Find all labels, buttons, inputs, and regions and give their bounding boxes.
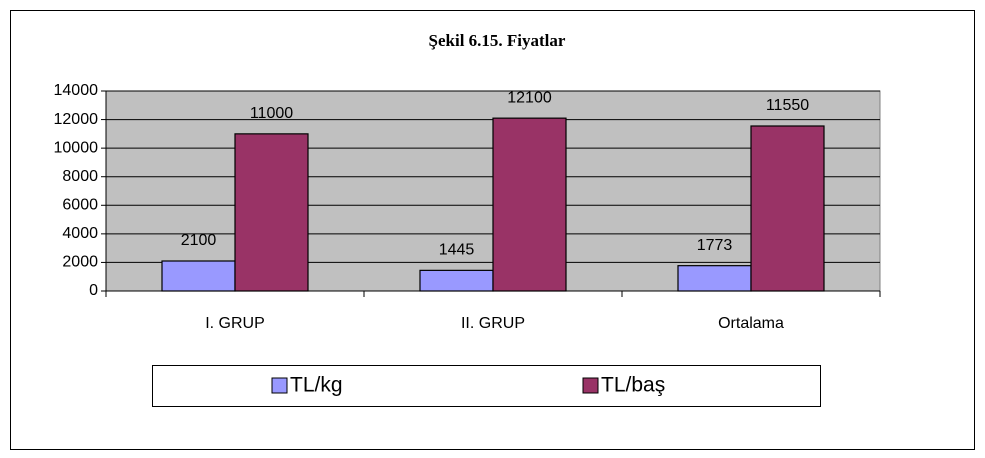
y-tick-label: 12000 — [54, 111, 99, 128]
y-tick-label: 4000 — [62, 225, 98, 242]
legend-box — [152, 365, 821, 407]
x-tick-label: II. GRUP — [461, 315, 525, 332]
data-label: 1773 — [697, 237, 733, 254]
data-label: 2100 — [181, 232, 217, 249]
data-label: 11000 — [250, 105, 293, 122]
bar — [419, 269, 494, 292]
bar — [234, 133, 309, 292]
bar — [161, 260, 236, 292]
x-tick-label: I. GRUP — [205, 315, 265, 332]
legend-text: TL/kg — [290, 374, 343, 397]
y-tick-label: 0 — [89, 282, 98, 299]
bar — [677, 265, 752, 292]
legend-swatch — [271, 377, 288, 394]
y-tick-label: 10000 — [54, 139, 99, 156]
bar — [492, 117, 567, 292]
bar — [750, 125, 825, 292]
y-tick-label: 2000 — [62, 254, 98, 271]
data-label: 1445 — [439, 242, 475, 259]
legend-text: TL/baş — [601, 374, 665, 397]
y-tick-label: 8000 — [62, 168, 98, 185]
x-tick-label: Ortalama — [718, 315, 784, 332]
data-label: 12100 — [507, 89, 552, 106]
chart-title: Şekil 6.15. Fiyatlar — [429, 31, 566, 50]
data-label: 11550 — [766, 97, 809, 114]
legend-swatch — [582, 377, 599, 394]
y-tick-label: 6000 — [62, 197, 98, 214]
y-tick-label: 14000 — [54, 82, 99, 99]
